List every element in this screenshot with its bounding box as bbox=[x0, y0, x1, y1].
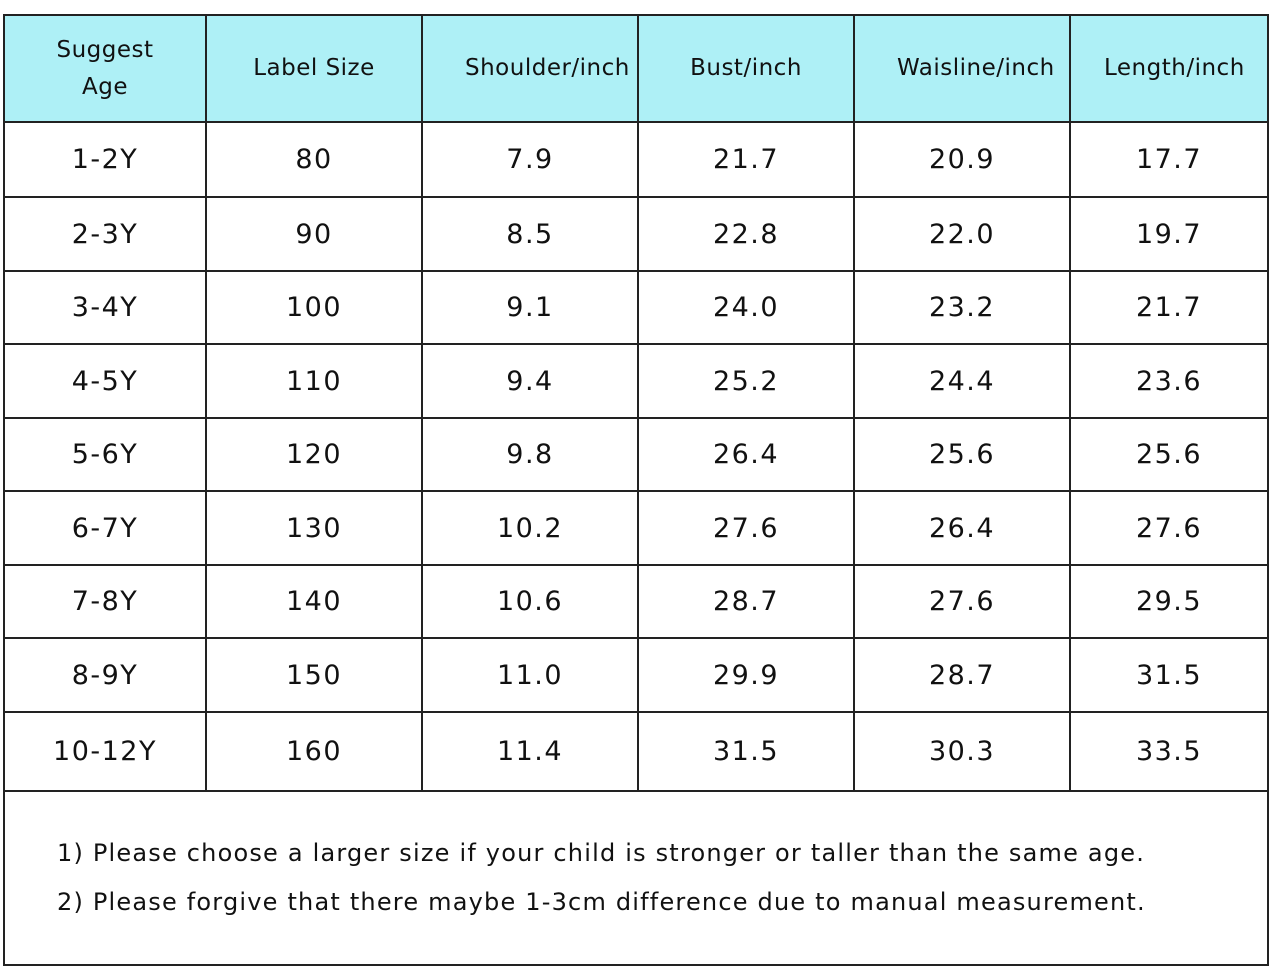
data-cell: 21.7 bbox=[637, 121, 855, 198]
data-cell: 7-8Y bbox=[3, 564, 207, 639]
header-cell: Label Size bbox=[205, 14, 423, 123]
data-row: 3-4Y 100 9.1 24.0 23.2 21.7 bbox=[3, 270, 1269, 345]
data-cell: 26.4 bbox=[853, 490, 1071, 566]
data-cell: 8-9Y bbox=[3, 637, 207, 713]
size-chart-table: Suggest Age Label Size Shoulder/inch Bust/i… bbox=[3, 14, 1269, 966]
data-cell: 29.5 bbox=[1069, 564, 1269, 639]
data-cell: 25.2 bbox=[637, 343, 855, 419]
data-row: 2-3Y 90 8.5 22.8 22.0 19.7 bbox=[3, 196, 1269, 272]
data-cell: 130 bbox=[205, 490, 423, 566]
data-cell: 10-12Y bbox=[3, 711, 207, 792]
note-line: 1) Please choose a larger size if your c… bbox=[57, 839, 1146, 867]
data-cell: 33.5 bbox=[1069, 711, 1269, 792]
data-cell: 31.5 bbox=[637, 711, 855, 792]
header-text: Suggest Age bbox=[56, 36, 154, 100]
header-row: Suggest Age Label Size Shoulder/inch Bust/i… bbox=[3, 14, 1269, 123]
data-cell: 120 bbox=[205, 417, 423, 492]
data-cell: 27.6 bbox=[853, 564, 1071, 639]
header-cell: Length/inch bbox=[1069, 14, 1269, 123]
data-cell: 24.4 bbox=[853, 343, 1071, 419]
data-cell: 28.7 bbox=[637, 564, 855, 639]
header-cell: Waisline/inch bbox=[853, 14, 1071, 123]
data-cell: 19.7 bbox=[1069, 196, 1269, 272]
data-row: 10-12Y 160 11.4 31.5 30.3 33.5 bbox=[3, 711, 1269, 792]
notes: 1) Please choose a larger size if your c… bbox=[3, 790, 1269, 966]
data-cell: 23.6 bbox=[1069, 343, 1269, 419]
header-text: Bust/inch bbox=[690, 55, 802, 82]
data-cell: 9.8 bbox=[421, 417, 639, 492]
notes-row: 1) Please choose a larger size if your c… bbox=[3, 790, 1269, 966]
header-cell: Suggest Age bbox=[3, 14, 207, 123]
data-cell: 9.1 bbox=[421, 270, 639, 345]
header-cell: Bust/inch bbox=[637, 14, 855, 123]
data-cell: 140 bbox=[205, 564, 423, 639]
data-cell: 6-7Y bbox=[3, 490, 207, 566]
data-cell: 3-4Y bbox=[3, 270, 207, 345]
data-row: 6-7Y 130 10.2 27.6 26.4 27.6 bbox=[3, 490, 1269, 566]
data-cell: 9.4 bbox=[421, 343, 639, 419]
data-cell: 31.5 bbox=[1069, 637, 1269, 713]
data-cell: 22.8 bbox=[637, 196, 855, 272]
header-text: Waisline/inch bbox=[897, 55, 1055, 82]
data-cell: 26.4 bbox=[637, 417, 855, 492]
data-cell: 90 bbox=[205, 196, 423, 272]
data-cell: 25.6 bbox=[853, 417, 1071, 492]
data-cell: 150 bbox=[205, 637, 423, 713]
data-cell: 21.7 bbox=[1069, 270, 1269, 345]
data-cell: 10.2 bbox=[421, 490, 639, 566]
data-cell: 27.6 bbox=[1069, 490, 1269, 566]
data-cell: 25.6 bbox=[1069, 417, 1269, 492]
data-row: 4-5Y 110 9.4 25.2 24.4 23.6 bbox=[3, 343, 1269, 419]
data-cell: 5-6Y bbox=[3, 417, 207, 492]
data-cell: 11.0 bbox=[421, 637, 639, 713]
data-cell: 7.9 bbox=[421, 121, 639, 198]
data-row: 8-9Y 150 11.0 29.9 28.7 31.5 bbox=[3, 637, 1269, 713]
data-cell: 160 bbox=[205, 711, 423, 792]
data-cell: 30.3 bbox=[853, 711, 1071, 792]
data-cell: 10.6 bbox=[421, 564, 639, 639]
header-text: Length/inch bbox=[1104, 55, 1245, 82]
data-row: 1-2Y 80 7.9 21.7 20.9 17.7 bbox=[3, 121, 1269, 198]
data-cell: 2-3Y bbox=[3, 196, 207, 272]
table-body: 1-2Y 80 7.9 21.7 20.9 17.7 2-3Y 90 8.5 22.8 22.0 19… bbox=[3, 121, 1269, 966]
data-cell: 4-5Y bbox=[3, 343, 207, 419]
data-cell: 110 bbox=[205, 343, 423, 419]
data-cell: 27.6 bbox=[637, 490, 855, 566]
data-cell: 22.0 bbox=[853, 196, 1071, 272]
data-row: 7-8Y 140 10.6 28.7 27.6 29.5 bbox=[3, 564, 1269, 639]
header-text: Shoulder/inch bbox=[465, 55, 630, 82]
data-cell: 28.7 bbox=[853, 637, 1071, 713]
data-cell: 1-2Y bbox=[3, 121, 207, 198]
data-cell: 23.2 bbox=[853, 270, 1071, 345]
data-cell: 17.7 bbox=[1069, 121, 1269, 198]
header-text: Label Size bbox=[253, 55, 375, 82]
data-cell: 11.4 bbox=[421, 711, 639, 792]
data-cell: 29.9 bbox=[637, 637, 855, 713]
data-row: 5-6Y 120 9.8 26.4 25.6 25.6 bbox=[3, 417, 1269, 492]
data-cell: 8.5 bbox=[421, 196, 639, 272]
data-cell: 100 bbox=[205, 270, 423, 345]
data-cell: 80 bbox=[205, 121, 423, 198]
note-line: 2) Please forgive that there maybe 1-3cm… bbox=[57, 888, 1146, 916]
header-cell: Shoulder/inch bbox=[421, 14, 639, 123]
data-cell: 24.0 bbox=[637, 270, 855, 345]
data-cell: 20.9 bbox=[853, 121, 1071, 198]
